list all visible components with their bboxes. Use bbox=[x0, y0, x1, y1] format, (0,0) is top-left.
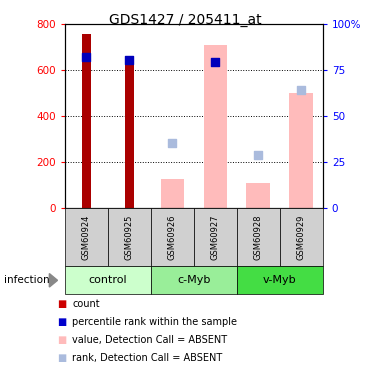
Text: control: control bbox=[89, 275, 127, 285]
Text: ■: ■ bbox=[58, 317, 67, 327]
Text: infection: infection bbox=[4, 275, 49, 285]
Bar bbox=[65, 208, 108, 266]
Text: count: count bbox=[72, 299, 100, 309]
Text: GSM60926: GSM60926 bbox=[168, 214, 177, 260]
Bar bbox=[237, 208, 280, 266]
Bar bbox=[280, 208, 323, 266]
Bar bbox=[246, 183, 270, 208]
Text: ■: ■ bbox=[58, 353, 67, 363]
Bar bbox=[289, 93, 313, 208]
Bar bbox=[161, 179, 184, 208]
Bar bbox=[82, 34, 91, 208]
Text: value, Detection Call = ABSENT: value, Detection Call = ABSENT bbox=[72, 335, 227, 345]
Bar bbox=[204, 45, 227, 208]
Bar bbox=[108, 208, 151, 266]
Text: c-Myb: c-Myb bbox=[177, 275, 210, 285]
Text: rank, Detection Call = ABSENT: rank, Detection Call = ABSENT bbox=[72, 353, 223, 363]
Point bbox=[83, 54, 89, 60]
Text: GSM60929: GSM60929 bbox=[297, 214, 306, 260]
Text: GSM60925: GSM60925 bbox=[125, 214, 134, 260]
Bar bbox=[151, 208, 194, 266]
Point bbox=[298, 87, 304, 93]
Bar bbox=[194, 208, 237, 266]
Text: ■: ■ bbox=[58, 299, 67, 309]
Point bbox=[255, 152, 261, 158]
Text: GSM60928: GSM60928 bbox=[254, 214, 263, 260]
Point bbox=[170, 140, 175, 146]
Point bbox=[212, 59, 218, 65]
Bar bbox=[151, 266, 237, 294]
Text: v-Myb: v-Myb bbox=[263, 275, 296, 285]
Point bbox=[127, 57, 132, 63]
Bar bbox=[125, 57, 134, 208]
Text: GSM60927: GSM60927 bbox=[211, 214, 220, 260]
Text: percentile rank within the sample: percentile rank within the sample bbox=[72, 317, 237, 327]
Bar bbox=[65, 266, 151, 294]
Text: GSM60924: GSM60924 bbox=[82, 214, 91, 260]
Bar bbox=[237, 266, 323, 294]
Polygon shape bbox=[49, 274, 58, 287]
Text: GDS1427 / 205411_at: GDS1427 / 205411_at bbox=[109, 13, 262, 27]
Text: ■: ■ bbox=[58, 335, 67, 345]
